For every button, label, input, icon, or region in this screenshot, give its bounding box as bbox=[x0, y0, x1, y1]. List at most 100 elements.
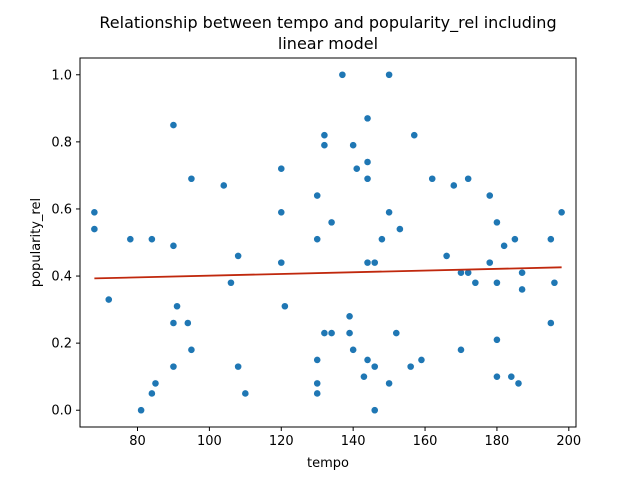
y-tick-label: 0.0 bbox=[51, 404, 72, 419]
scatter-point bbox=[169, 241, 178, 250]
plot-area-frame bbox=[79, 57, 577, 428]
scatter-point bbox=[90, 225, 99, 233]
scatter-point bbox=[327, 329, 336, 337]
scatter-point bbox=[352, 164, 361, 173]
scatter-point bbox=[349, 345, 358, 354]
axis-ticks: 80 100 120 140 160 180 200 0.0 0.2 0.4 0.6 0.8 1.0 bbox=[51, 68, 581, 449]
x-tick-label: 140 bbox=[341, 434, 366, 449]
scatter-point bbox=[320, 141, 329, 150]
scatter-point bbox=[183, 319, 192, 327]
scatter-point bbox=[363, 174, 372, 183]
scatter-point bbox=[241, 389, 250, 398]
scatter-point bbox=[338, 70, 347, 79]
scatter-point bbox=[485, 258, 494, 267]
x-tick-label: 120 bbox=[269, 434, 294, 449]
scatter-point bbox=[277, 258, 286, 267]
chart-title-line-2: linear model bbox=[278, 34, 378, 53]
scatter-point bbox=[449, 181, 458, 190]
scatter-point bbox=[378, 235, 386, 244]
scatter-point bbox=[147, 235, 156, 244]
scatter-point bbox=[313, 379, 322, 388]
scatter-point bbox=[187, 345, 196, 354]
x-tick-label: 100 bbox=[197, 434, 222, 449]
scatter-point bbox=[126, 235, 135, 244]
scatter-point bbox=[169, 319, 178, 327]
scatter-point bbox=[385, 70, 393, 79]
scatter-point bbox=[169, 121, 178, 129]
scatter-point bbox=[360, 372, 368, 381]
scatter-point bbox=[428, 174, 437, 183]
scatter-point bbox=[406, 362, 415, 371]
y-tick-label: 0.6 bbox=[51, 202, 72, 217]
scatter-point bbox=[546, 235, 555, 244]
scatter-point bbox=[457, 345, 465, 354]
scatter-point bbox=[546, 319, 555, 327]
scatter-point bbox=[550, 278, 559, 287]
scatter-point bbox=[442, 252, 451, 260]
scatter-point bbox=[234, 362, 243, 371]
scatter-point bbox=[518, 285, 526, 294]
scatter-point bbox=[385, 379, 393, 388]
scatter-point bbox=[104, 295, 113, 304]
scatter-point bbox=[518, 268, 526, 277]
scatter-point bbox=[313, 356, 322, 364]
scatter-point bbox=[313, 191, 322, 200]
scatter-point bbox=[464, 174, 473, 183]
scatter-point bbox=[137, 406, 145, 415]
scatter-point bbox=[493, 372, 501, 381]
scatter-point bbox=[395, 225, 404, 233]
y-tick-label: 1.0 bbox=[51, 68, 72, 83]
scatter-point bbox=[313, 235, 322, 244]
scatter-point bbox=[349, 141, 358, 150]
scatter-point bbox=[363, 158, 372, 166]
plot-marks bbox=[90, 70, 566, 415]
scatter-point bbox=[500, 241, 509, 250]
scatter-point bbox=[219, 181, 228, 190]
scatter-point bbox=[511, 235, 519, 244]
scatter-point bbox=[320, 329, 329, 337]
linear-model-line bbox=[94, 266, 562, 280]
scatter-point bbox=[493, 335, 501, 344]
x-tick-label: 180 bbox=[485, 434, 510, 449]
scatter-point bbox=[313, 389, 322, 398]
scatter-point bbox=[493, 278, 501, 287]
scatter-point bbox=[370, 406, 379, 415]
scatter-point bbox=[327, 218, 336, 227]
scatter-point bbox=[345, 329, 354, 337]
scatter-point bbox=[90, 208, 99, 217]
scatter-point bbox=[277, 208, 286, 217]
scatter-point bbox=[557, 208, 566, 217]
y-tick-label: 0.8 bbox=[51, 135, 72, 150]
scatter-point bbox=[392, 329, 401, 337]
scatter-point bbox=[485, 191, 494, 200]
scatter-point bbox=[370, 258, 379, 267]
scatter-point bbox=[320, 131, 329, 140]
scatter-point bbox=[370, 362, 379, 371]
scatter-point bbox=[363, 258, 372, 267]
y-tick-label: 0.2 bbox=[51, 337, 72, 352]
scatter-point bbox=[410, 131, 419, 140]
y-axis-label: popularity_rel bbox=[29, 198, 44, 287]
scatter-point bbox=[277, 164, 286, 173]
x-tick-label: 200 bbox=[556, 434, 581, 449]
scatter-point bbox=[187, 174, 196, 183]
x-axis-label: tempo bbox=[307, 456, 349, 471]
scatter-point bbox=[514, 379, 523, 388]
x-tick-label: 80 bbox=[129, 434, 146, 449]
scatter-point bbox=[147, 389, 156, 398]
scatter-point bbox=[345, 312, 354, 321]
scatter-point bbox=[227, 278, 235, 287]
scatter-point bbox=[280, 302, 289, 311]
scatter-point bbox=[173, 302, 181, 311]
scatter-point bbox=[471, 278, 480, 287]
scatter-point bbox=[507, 372, 516, 381]
x-tick-label: 160 bbox=[413, 434, 438, 449]
scatter-point bbox=[363, 114, 372, 123]
scatter-point bbox=[385, 208, 393, 217]
y-tick-label: 0.4 bbox=[51, 270, 72, 285]
chart-title-line-1: Relationship between tempo and popularit… bbox=[99, 13, 556, 33]
scatter-point bbox=[151, 379, 160, 388]
scatter-point bbox=[234, 252, 243, 260]
